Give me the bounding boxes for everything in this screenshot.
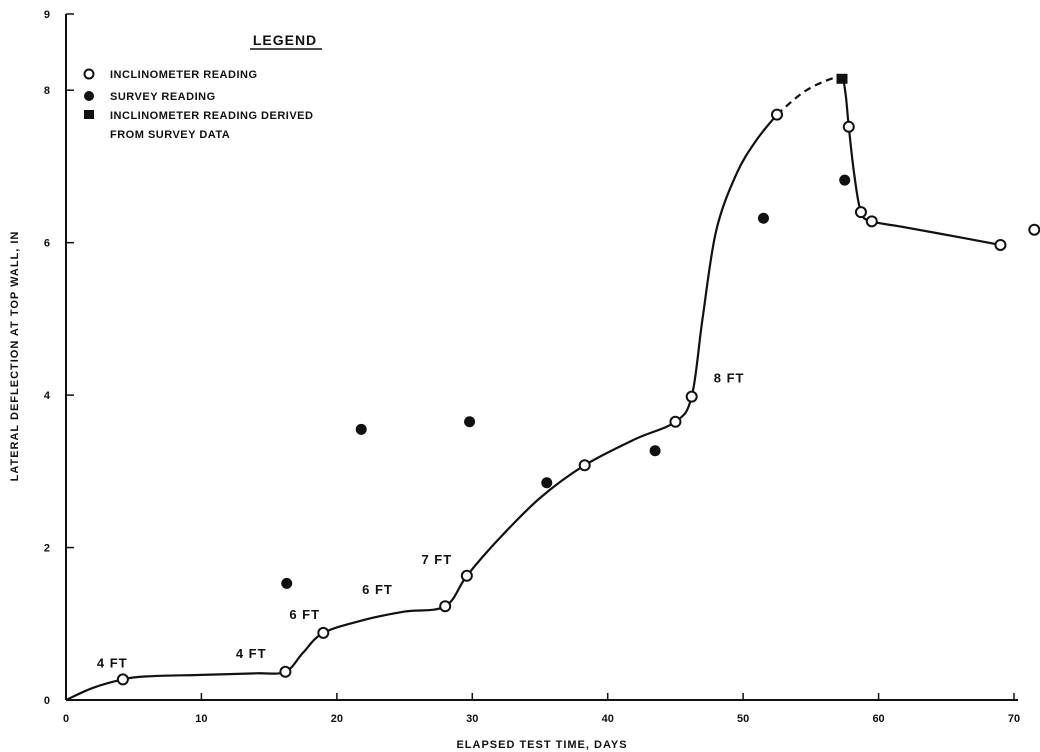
x-tick-label: 10 — [195, 713, 207, 725]
legend-label-derived: INCLINOMETER READING DERIVED — [110, 110, 313, 122]
survey-point — [757, 212, 769, 224]
x-tick-label: 70 — [1008, 713, 1020, 725]
inclinometer-point — [669, 415, 682, 428]
inclinometer-point — [317, 626, 330, 639]
legend-filled-circle-icon — [84, 91, 94, 101]
x-axis-title: ELAPSED TEST TIME, DAYS — [456, 739, 627, 751]
inclinometer-point — [460, 569, 473, 582]
y-axis-title: LATERAL DEFLECTION AT TOP WALL, IN — [9, 231, 21, 482]
x-tick-label: 0 — [63, 713, 69, 725]
inclinometer-point — [116, 673, 129, 686]
legend-title: LEGEND — [253, 32, 317, 48]
survey-point — [541, 477, 553, 489]
annotation-label: 6 FT — [362, 582, 393, 597]
inclinometer-point — [854, 206, 867, 219]
inclinometer-point — [578, 459, 591, 472]
annotation-label: 6 FT — [289, 607, 320, 622]
legend-label-derived-line2: FROM SURVEY DATA — [110, 129, 230, 141]
legend-label-inclinometer: INCLINOMETER READING — [110, 69, 258, 81]
inclinometer-point — [771, 108, 783, 121]
survey-point — [649, 445, 661, 457]
legend-filled-square-icon — [84, 110, 94, 119]
x-tick-label: 50 — [737, 713, 749, 725]
survey-point — [355, 423, 367, 435]
y-tick-label: 4 — [44, 390, 51, 402]
annotation-label: 7 FT — [421, 552, 452, 567]
y-tick-label: 2 — [44, 543, 50, 555]
inclinometer-point — [842, 120, 855, 133]
ticks: 0 10 20 30 40 50 60 70 0 2 4 6 8 9 — [44, 9, 1020, 725]
y-tick-label: 6 — [44, 238, 50, 250]
annotations: 4 FT 4 FT 6 FT 6 FT 7 FT 8 FT — [97, 371, 745, 671]
axes — [65, 14, 1018, 701]
y-tick-label: 0 — [44, 695, 50, 707]
survey-point — [281, 577, 293, 589]
x-tick-label: 60 — [872, 713, 884, 725]
inclinometer-point — [1028, 223, 1040, 236]
y-tick-label: 9 — [44, 9, 50, 21]
inclinometer-point — [685, 390, 698, 403]
legend-label-survey: SURVEY READING — [110, 91, 216, 103]
x-tick-label: 40 — [602, 713, 614, 725]
inclinometer-point — [994, 238, 1007, 251]
curve-dashed — [776, 76, 844, 116]
inclinometer-point — [279, 665, 292, 678]
legend-open-circle-icon — [83, 68, 95, 80]
data-points — [116, 73, 1040, 686]
annotation-label: 4 FT — [97, 655, 128, 670]
x-tick-label: 30 — [466, 713, 478, 725]
derived-point — [836, 73, 848, 84]
annotation-label: 8 FT — [714, 371, 745, 386]
legend: LEGEND INCLINOMETER READING SURVEY READI… — [83, 32, 322, 141]
inclinometer-point — [865, 215, 878, 228]
annotation-label: 4 FT — [236, 646, 267, 661]
survey-point — [464, 416, 476, 428]
x-tick-label: 20 — [331, 713, 343, 725]
survey-point — [839, 174, 851, 186]
curve-solid — [65, 113, 778, 702]
y-tick-label: 8 — [44, 85, 50, 97]
deflection-curve — [65, 76, 1001, 702]
inclinometer-point — [439, 600, 452, 613]
